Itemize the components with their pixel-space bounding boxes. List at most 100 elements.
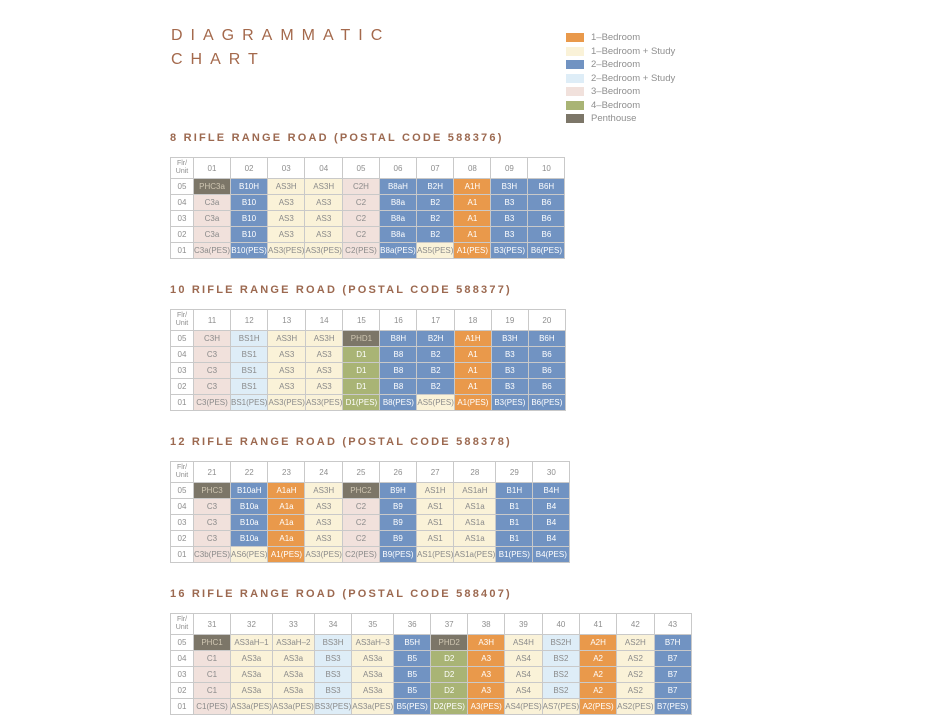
unit-cell: AS1aH: [453, 482, 497, 499]
unit-cell: C3(PES): [193, 394, 231, 411]
unit-cell: B3: [490, 226, 529, 243]
unit-cell: D2: [430, 650, 469, 667]
unit-cell: AS3(PES): [304, 394, 344, 411]
unit-cell: BS2H: [541, 634, 581, 651]
unit-cell: B9: [378, 498, 417, 515]
unit-cell: C3: [193, 346, 231, 363]
page-title-line2: CHART: [171, 51, 266, 68]
unit-cell: D1: [342, 362, 381, 379]
unit-cell: C3a(PES): [192, 242, 232, 259]
unit-cell: AS3(PES): [267, 242, 306, 259]
unit-cell: B9: [378, 514, 417, 531]
legend-swatch-4br: [566, 100, 584, 110]
unit-cell: B10a: [230, 514, 269, 531]
unit-cell: AS3(PES): [304, 546, 343, 563]
unit-cell: AS3: [304, 498, 343, 515]
unit-column-header: 30: [532, 461, 571, 483]
legend-label: 1–Bedroom + Study: [591, 45, 676, 57]
unit-cell: AS3: [304, 378, 344, 395]
unit-cell: B1: [495, 498, 534, 515]
unit-cell: PHC3a: [192, 178, 232, 195]
unit-cell: AS3a: [351, 666, 395, 683]
legend-swatch-2br: [566, 60, 584, 70]
unit-cell: B8: [379, 362, 418, 379]
unit-cell: BS3: [313, 682, 353, 699]
floor-label: 03: [170, 362, 194, 379]
unit-cell: B1: [495, 530, 534, 547]
unit-cell: AS3H: [304, 178, 343, 195]
unit-label: Unit: [175, 624, 189, 631]
unit-cell: AS3a(PES): [230, 698, 273, 715]
unit-cell: B7: [653, 666, 692, 683]
unit-table: Flr/Unit 21 22 23 24 25 26 27 28 29 30 05 PHC3 B10aH A…: [170, 461, 571, 563]
unit-column-header: 07: [415, 157, 455, 179]
unit-cell: A1a: [267, 514, 306, 531]
floor-row: 05 PHC1 AS3aH–1 AS3aH–2 BS3H AS3aH–3 B5H PHD2 A3…: [170, 634, 692, 651]
floor-row: 04 C3 BS1 AS3 AS3 D1 B8 B2 A1 B3 B6: [170, 346, 566, 363]
unit-cell: AS3: [304, 530, 343, 547]
unit-cell: BS2: [541, 666, 581, 683]
unit-cell: C3: [192, 514, 232, 531]
unit-cell: C3: [193, 362, 231, 379]
unit-column-header: 37: [430, 613, 469, 635]
unit-cell: PHD2: [430, 634, 469, 651]
unit-cell: A2(PES): [579, 698, 618, 715]
unit-cell: B8aH: [378, 178, 417, 195]
unit-column-header: 16: [379, 309, 418, 331]
unit-cell: B2: [416, 362, 455, 379]
unit-cell: C1: [193, 650, 231, 667]
legend-swatch-ph: [566, 114, 584, 124]
unit-cell: AS3: [267, 226, 306, 243]
unit-column-header: 14: [304, 309, 344, 331]
legend-item-ph: Penthouse: [566, 112, 675, 126]
unit-cell: B6(PES): [527, 394, 566, 411]
legend-item-2br: 2–Bedroom: [566, 58, 675, 72]
flr-label: Flr/: [176, 312, 188, 319]
page-title-line1: DIAGRAMMATIC: [171, 27, 391, 44]
unit-cell: AS3: [304, 346, 344, 363]
floor-label: 05: [170, 178, 194, 195]
unit-column-header: 28: [453, 461, 497, 483]
unit-cell: AS7(PES): [541, 698, 581, 715]
floor-label: 01: [170, 546, 194, 563]
legend-label: 3–Bedroom: [591, 86, 641, 98]
unit-cell: AS3H: [304, 482, 343, 499]
unit-cell: AS3a: [230, 666, 273, 683]
unit-cell: AS1a(PES): [453, 546, 497, 563]
unit-cell: AS3: [304, 194, 343, 211]
unit-column-header: 12: [229, 309, 269, 331]
unit-cell: B3(PES): [490, 242, 529, 259]
unit-cell: A3: [467, 666, 506, 683]
unit-cell: B7: [653, 682, 692, 699]
unit-column-header: 05: [341, 157, 380, 179]
unit-column-header: 34: [313, 613, 353, 635]
unit-cell: AS3aH–3: [351, 634, 395, 651]
unit-cell: B9(PES): [378, 546, 417, 563]
unit-cell: AS1a: [453, 498, 497, 515]
unit-column-header: 21: [192, 461, 232, 483]
unit-cell: C2: [341, 498, 380, 515]
unit-cell: A1(PES): [453, 242, 492, 259]
unit-cell: B1(PES): [495, 546, 534, 563]
unit-cell: B4: [532, 530, 571, 547]
unit-cell: BS3H: [313, 634, 353, 651]
unit-cell: AS3a: [230, 650, 273, 667]
floor-label: 02: [170, 682, 194, 699]
unit-cell: AS3: [304, 514, 343, 531]
floor-label: 05: [170, 330, 194, 347]
unit-cell: C1(PES): [193, 698, 231, 715]
unit-column-header: 09: [490, 157, 529, 179]
unit-cell: BS2: [541, 682, 581, 699]
unit-column-header: 42: [616, 613, 655, 635]
floor-label: 02: [170, 226, 194, 243]
unit-cell: AS4(PES): [504, 698, 543, 715]
unit-cell: AS4: [504, 666, 543, 683]
unit-cell: AS2: [616, 682, 655, 699]
floor-label: 01: [170, 394, 194, 411]
unit-cell: D1: [342, 346, 381, 363]
unit-cell: AS1(PES): [415, 546, 455, 563]
unit-cell: B6H: [527, 178, 566, 195]
floor-label: 02: [170, 378, 194, 395]
unit-column-header: 29: [495, 461, 534, 483]
